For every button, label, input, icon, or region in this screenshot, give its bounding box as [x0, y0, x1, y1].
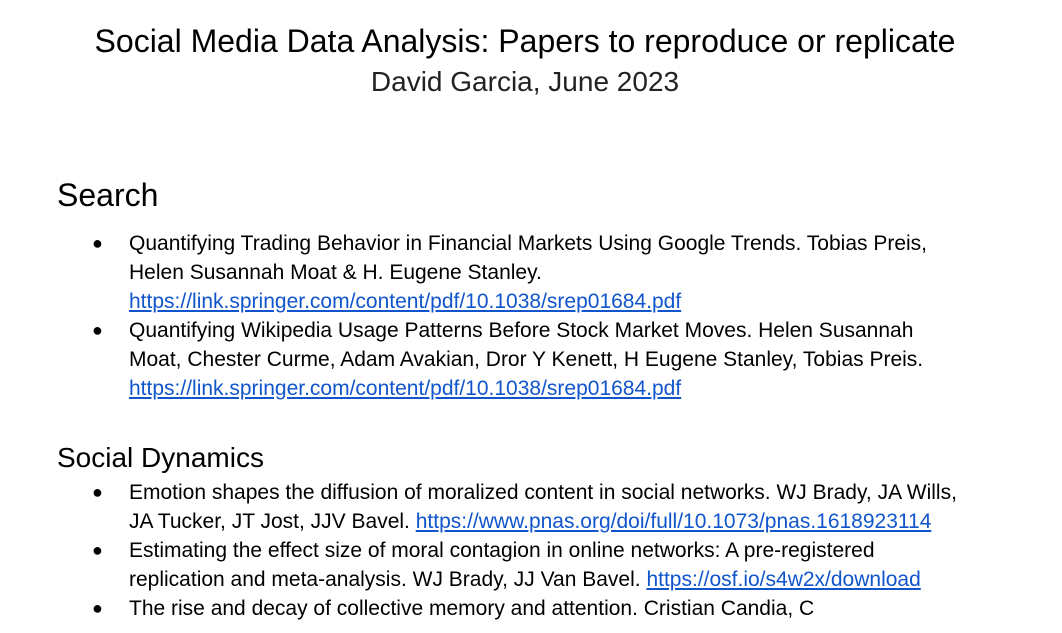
doc-subtitle: David Garcia, June 2023: [370, 66, 680, 97]
item-text: Quantifying Wikipedia Usage Patterns Bef…: [129, 318, 924, 371]
bullet-list: ● Emotion shapes the diffusion of moraliz…: [57, 478, 977, 623]
section-heading: Search: [57, 177, 159, 213]
item-link[interactable]: https://link.springer.com/content/pdf/10…: [129, 289, 682, 313]
item-link[interactable]: https://www.pnas.org/doi/full/10.1073/pn…: [415, 509, 932, 533]
bullet: ●: [92, 319, 103, 340]
bullet-list: ● Quantifying Trading Behavior in Financi…: [57, 229, 977, 403]
item-link[interactable]: https://osf.io/s4w2x/download: [646, 567, 921, 591]
list-item: ● Estimating the effect size of moral con…: [57, 536, 969, 594]
list-item: ● The rise and decay of collective memory…: [57, 594, 969, 623]
item-text: Quantifying Trading Behavior in Financia…: [129, 231, 928, 284]
bullet: ●: [92, 539, 103, 560]
list-item: ● Quantifying Wikipedia Usage Patterns Be…: [57, 316, 969, 403]
doc-title: Social Media Data Analysis: Papers to re…: [94, 23, 956, 59]
item-text: Emotion shapes the diffusion of moralize…: [129, 480, 957, 533]
item-text: Estimating the effect size of moral cont…: [129, 538, 875, 591]
list-item: ● Quantifying Trading Behavior in Financi…: [57, 229, 969, 316]
section-heading: Social Dynamics: [57, 442, 264, 473]
bullet: ●: [92, 481, 103, 502]
list-item: ● Emotion shapes the diffusion of moraliz…: [57, 478, 969, 536]
bullet: ●: [92, 232, 103, 253]
bullet: ●: [92, 597, 103, 618]
item-link[interactable]: https://link.springer.com/content/pdf/10…: [129, 376, 682, 400]
item-text: The rise and decay of collective memory …: [129, 596, 815, 620]
content: Search ● Quantifying Trading Behavior in F…: [57, 175, 977, 623]
